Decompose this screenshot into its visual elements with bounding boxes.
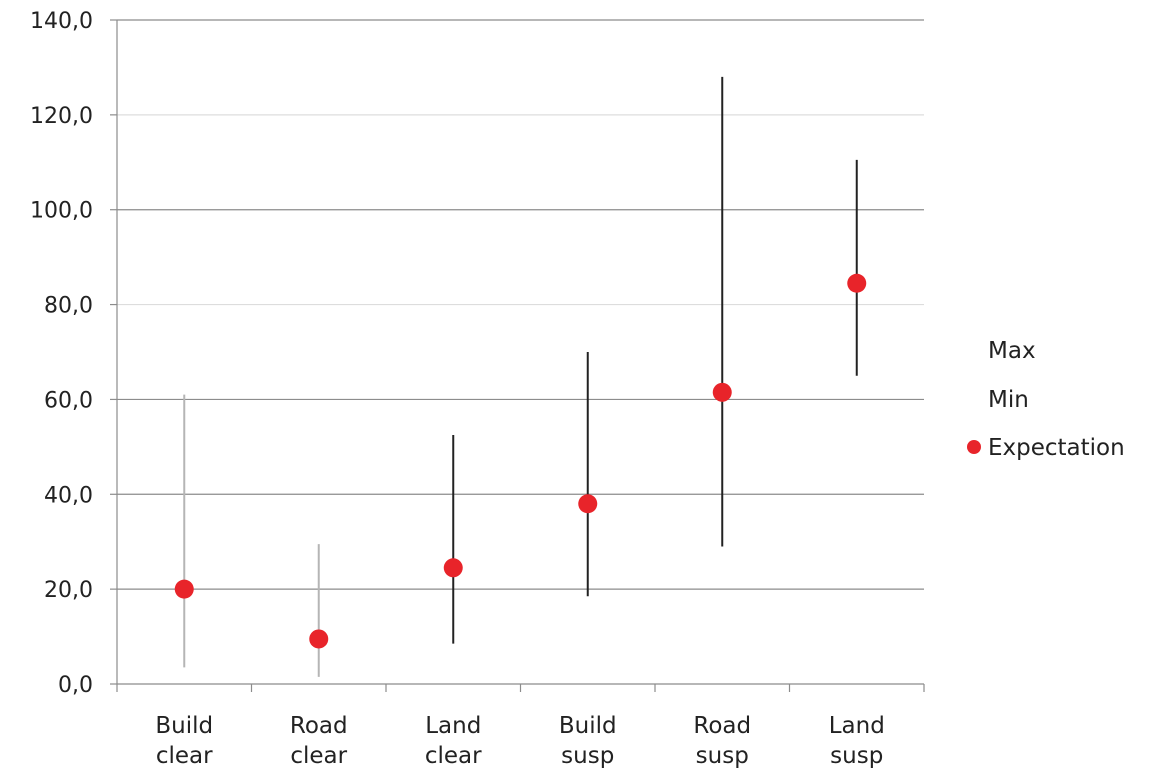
expectation-point <box>847 273 867 293</box>
y-tick-label: 140,0 <box>30 9 93 34</box>
axes <box>116 20 925 692</box>
legend-entry-max: Max <box>988 338 1036 364</box>
x-category-label: Road susp <box>693 713 751 769</box>
expectation-point <box>443 558 463 578</box>
x-axis-labels: Build clear Road clear Land clear Build susp Roa… <box>155 713 884 769</box>
x-category-label: Road clear <box>290 713 348 769</box>
grid-lines <box>117 19 924 590</box>
legend-entry-expectation: Expectation <box>988 435 1125 461</box>
legend: Max Min Expectation <box>967 338 1125 461</box>
min-max-range-lines <box>183 76 858 677</box>
y-tick-label: 60,0 <box>44 388 93 413</box>
expectation-points <box>174 273 867 649</box>
y-tick-label: 40,0 <box>44 483 93 508</box>
x-category-label: Build clear <box>155 713 213 769</box>
expectation-point <box>578 494 598 514</box>
y-tick-label: 20,0 <box>44 578 93 603</box>
y-axis-ticks: 0,0 20,0 40,0 60,0 80,0 100,0 120,0 140,0 <box>30 9 117 698</box>
x-category-label: Land susp <box>829 713 885 769</box>
y-tick-label: 100,0 <box>30 199 93 224</box>
x-category-label: Build susp <box>559 713 617 769</box>
expectation-point <box>174 579 194 599</box>
y-tick-label: 0,0 <box>58 673 93 698</box>
expectation-point <box>309 629 329 649</box>
y-tick-label: 80,0 <box>44 294 93 319</box>
expectation-point <box>712 382 732 402</box>
x-category-label: Land clear <box>425 713 482 769</box>
legend-marker-expectation <box>967 440 981 454</box>
legend-entry-min: Min <box>988 387 1029 413</box>
y-tick-label: 120,0 <box>30 104 93 129</box>
